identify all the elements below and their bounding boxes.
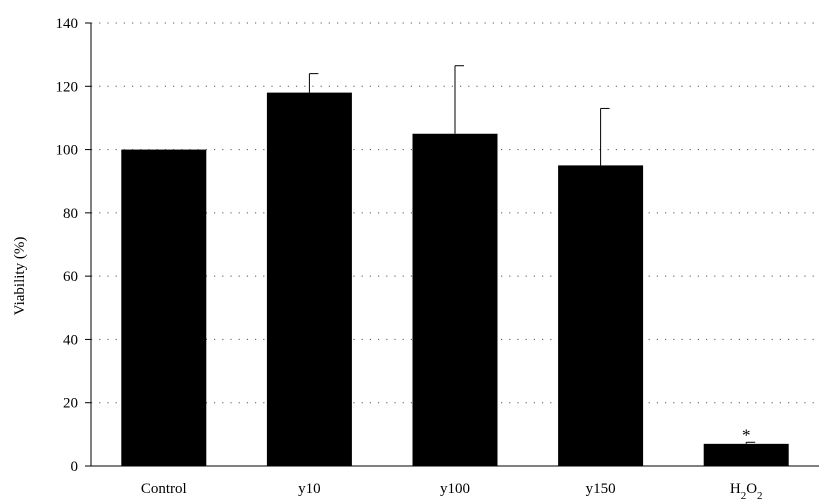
x-tick-labels: Control y10 y100 y150 H2O2: [141, 481, 763, 500]
y-tick-label: 0: [71, 459, 79, 475]
y-axis-label: Viability (%): [12, 237, 28, 316]
x-tick-label: y150: [586, 481, 616, 497]
y-tick-label: 60: [63, 269, 78, 285]
y-tick-label: 20: [63, 396, 78, 412]
y-tick-label: 100: [56, 143, 79, 159]
x-tick-label: y100: [440, 481, 470, 497]
significance-asterisk: *: [742, 425, 751, 444]
x-tick-label: Control: [141, 481, 187, 497]
y-tick-label: 140: [56, 16, 79, 32]
bar-control: [121, 149, 207, 467]
bar-y150: [558, 165, 644, 466]
bars: [121, 92, 789, 467]
bar-y100: [412, 133, 498, 466]
x-tick-label: H2O2: [730, 481, 763, 500]
bar-y10: [266, 92, 352, 466]
y-tick-label: 40: [63, 332, 78, 348]
y-tick-label: 120: [56, 79, 79, 95]
y-tick-label: 80: [63, 206, 78, 222]
bar-h2o2: [703, 443, 789, 466]
x-tick-label: y10: [298, 481, 321, 497]
error-bars: *: [308, 65, 756, 444]
y-ticks: 0 20 40 60 80 100 120 140: [56, 16, 91, 475]
